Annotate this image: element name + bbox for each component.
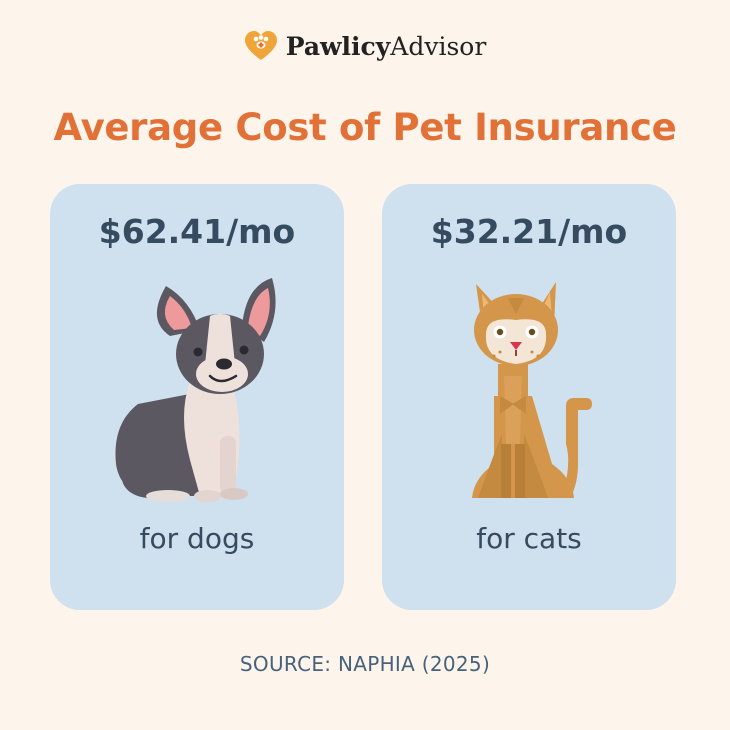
page-title: Average Cost of Pet Insurance [53, 106, 677, 149]
paw-heart-icon [244, 31, 277, 60]
dog-illustration [114, 278, 276, 502]
dog-label: for dogs [139, 522, 255, 555]
cat-price: $32.21/mo [430, 212, 628, 251]
brand-logo: PawlicyAdvisor [0, 30, 730, 62]
cat-label: for cats [476, 522, 582, 555]
dog-price: $62.41/mo [98, 212, 296, 251]
brand-name: PawlicyAdvisor [285, 31, 487, 61]
source-note: SOURCE: NAPHIA (2025) [239, 652, 491, 676]
cat-card: $32.21/mo [382, 184, 676, 610]
cat-illustration [472, 282, 592, 498]
dog-card: $62.41/mo for dogs [50, 184, 344, 610]
